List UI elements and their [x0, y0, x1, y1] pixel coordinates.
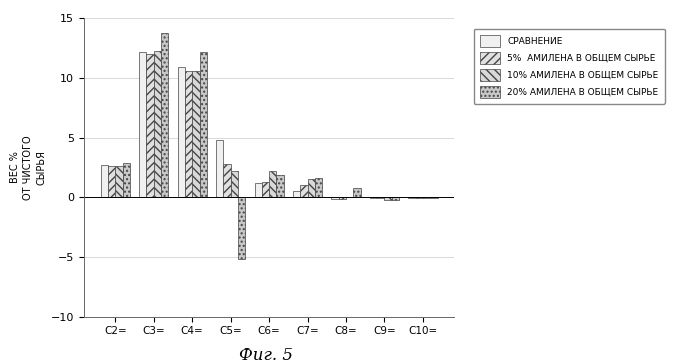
Bar [423, 197, 430, 198]
Bar [122, 163, 130, 197]
Bar [370, 197, 377, 198]
Bar [416, 197, 423, 198]
Bar [377, 197, 384, 198]
Bar [154, 51, 161, 197]
Bar [262, 182, 269, 197]
Bar [384, 197, 391, 200]
Bar [199, 52, 207, 197]
Bar [147, 54, 154, 197]
Bar [108, 166, 115, 197]
Bar [231, 171, 238, 197]
Bar [301, 185, 308, 197]
Bar [178, 67, 185, 197]
Bar [408, 197, 416, 198]
Bar [185, 71, 192, 197]
Legend: СРАВНЕНИЕ, 5%  АМИЛЕНА В ОБЩЕМ СЫРЬЕ, 10% АМИЛЕНА В ОБЩЕМ СЫРЬЕ, 20% АМИЛЕНА В О: СРАВНЕНИЕ, 5% АМИЛЕНА В ОБЩЕМ СЫРЬЕ, 10%… [474, 29, 665, 104]
Bar [293, 191, 301, 197]
Bar [115, 166, 122, 197]
Bar [353, 188, 361, 197]
Bar [308, 179, 315, 197]
Bar [216, 140, 224, 197]
Bar [161, 32, 168, 197]
Text: Фиг. 5: Фиг. 5 [238, 347, 293, 364]
Bar [238, 197, 245, 260]
Bar [331, 197, 339, 199]
Bar [315, 178, 322, 197]
Bar [391, 197, 399, 200]
Bar [192, 71, 199, 197]
Bar [254, 183, 262, 197]
Bar [276, 175, 284, 197]
Bar [430, 197, 438, 198]
Bar [139, 52, 147, 197]
Bar [224, 164, 231, 197]
Bar [101, 165, 108, 197]
Bar [269, 171, 276, 197]
Y-axis label: ВЕС %
ОТ ЧИСТОГО
СЫРЬЯ: ВЕС % ОТ ЧИСТОГО СЫРЬЯ [10, 135, 47, 200]
Bar [339, 197, 346, 199]
